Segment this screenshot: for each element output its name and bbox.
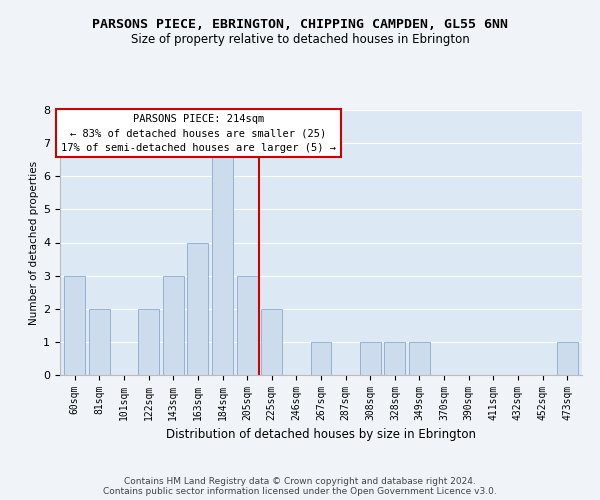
- Text: Contains public sector information licensed under the Open Government Licence v3: Contains public sector information licen…: [103, 486, 497, 496]
- Bar: [138, 308, 159, 375]
- Bar: [360, 342, 381, 375]
- Bar: [385, 342, 406, 375]
- X-axis label: Distribution of detached houses by size in Ebrington: Distribution of detached houses by size …: [166, 428, 476, 442]
- Y-axis label: Number of detached properties: Number of detached properties: [29, 160, 39, 324]
- Bar: [236, 276, 257, 375]
- Bar: [212, 143, 233, 375]
- Text: Contains HM Land Registry data © Crown copyright and database right 2024.: Contains HM Land Registry data © Crown c…: [124, 476, 476, 486]
- Bar: [409, 342, 430, 375]
- Bar: [311, 342, 331, 375]
- Text: PARSONS PIECE: 214sqm
← 83% of detached houses are smaller (25)
17% of semi-deta: PARSONS PIECE: 214sqm ← 83% of detached …: [61, 114, 336, 153]
- Text: Size of property relative to detached houses in Ebrington: Size of property relative to detached ho…: [131, 32, 469, 46]
- Bar: [64, 276, 85, 375]
- Bar: [187, 242, 208, 375]
- Bar: [163, 276, 184, 375]
- Bar: [557, 342, 578, 375]
- Text: PARSONS PIECE, EBRINGTON, CHIPPING CAMPDEN, GL55 6NN: PARSONS PIECE, EBRINGTON, CHIPPING CAMPD…: [92, 18, 508, 30]
- Bar: [89, 308, 110, 375]
- Bar: [261, 308, 282, 375]
